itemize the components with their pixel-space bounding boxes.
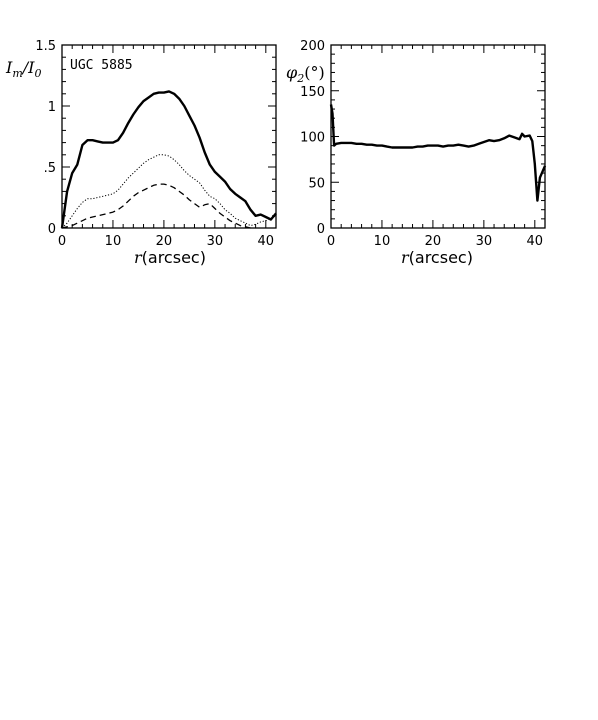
plot-frame xyxy=(61,44,277,229)
x-tick-label: 0 xyxy=(327,234,335,249)
series-line-dashed xyxy=(61,183,251,229)
tick-labels: 0 10 20 30 40 0 .5 1 1.5 xyxy=(35,39,274,249)
y-axis-label: Im/I0 xyxy=(5,58,41,80)
chart-panel-phase-angle: 0 10 20 30 40 0 50 100 150 200 φ2(°) r(arcsec) xyxy=(286,39,547,267)
x-tick-label: 40 xyxy=(527,234,544,249)
galaxy-annotation: UGC 5885 xyxy=(70,58,133,73)
y-tick-label: .5 xyxy=(44,161,56,176)
y-tick-label: 0 xyxy=(317,222,325,237)
x-tick-label: 40 xyxy=(258,234,275,249)
x-axis-label: r(arcsec) xyxy=(134,248,206,267)
tick-marks xyxy=(61,44,277,229)
x-tick-label: 20 xyxy=(156,234,173,249)
x-tick-label: 0 xyxy=(58,234,66,249)
series-line-solid-thick xyxy=(329,104,547,202)
x-axis-label: r(arcsec) xyxy=(401,248,473,267)
x-tick-label: 20 xyxy=(425,234,442,249)
y-tick-label: 1.5 xyxy=(35,39,56,54)
series-line-solid-thick xyxy=(60,90,277,229)
chart-panel-intensity-ratio: 0 10 20 30 40 0 .5 1 1.5 UGC 5885 Im/I0 r(arcsec… xyxy=(5,39,277,267)
y-tick-label: 0 xyxy=(48,222,56,237)
y-tick-label: 50 xyxy=(308,176,325,191)
y-tick-label: 200 xyxy=(300,39,325,54)
y-tick-label: 1 xyxy=(48,100,56,115)
x-tick-label: 10 xyxy=(374,234,391,249)
tick-labels: 0 10 20 30 40 0 50 100 150 200 xyxy=(300,39,543,249)
y-tick-label: 100 xyxy=(300,131,325,146)
x-tick-label: 30 xyxy=(476,234,493,249)
y-axis-label: φ2(°) xyxy=(286,63,325,85)
series-group xyxy=(329,104,547,202)
x-tick-label: 30 xyxy=(207,234,224,249)
series-group xyxy=(60,90,277,229)
x-tick-label: 10 xyxy=(105,234,122,249)
y-tick-label: 150 xyxy=(300,85,325,100)
